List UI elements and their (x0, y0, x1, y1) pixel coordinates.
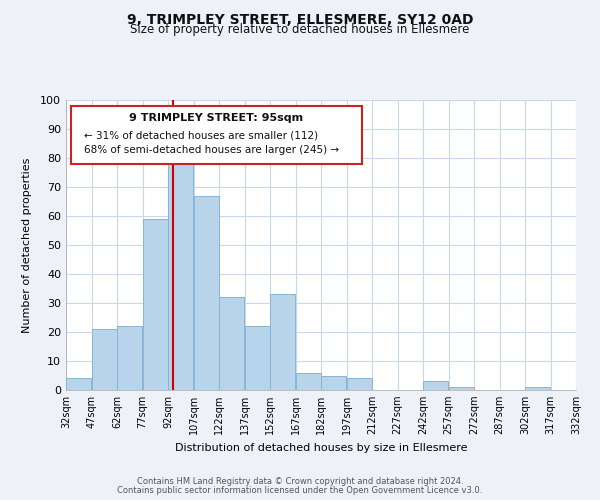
Bar (321, 376, 346, 390)
Bar (92, 329, 117, 390)
Bar (347, 378, 372, 390)
Bar (423, 382, 448, 390)
Text: Contains HM Land Registry data © Crown copyright and database right 2024.: Contains HM Land Registry data © Crown c… (137, 477, 463, 486)
Bar (270, 294, 295, 390)
Bar (449, 387, 474, 390)
Bar (245, 326, 270, 390)
Text: 9 TRIMPLEY STREET: 95sqm: 9 TRIMPLEY STREET: 95sqm (130, 113, 304, 123)
Bar (117, 326, 142, 390)
Text: ← 31% of detached houses are smaller (112): ← 31% of detached houses are smaller (11… (84, 130, 318, 140)
Bar (66, 378, 91, 390)
Bar (168, 158, 193, 390)
Bar (194, 196, 219, 390)
X-axis label: Distribution of detached houses by size in Ellesmere: Distribution of detached houses by size … (175, 442, 467, 452)
Y-axis label: Number of detached properties: Number of detached properties (22, 158, 32, 332)
Bar (525, 387, 550, 390)
Text: Contains public sector information licensed under the Open Government Licence v3: Contains public sector information licen… (118, 486, 482, 495)
Text: 9, TRIMPLEY STREET, ELLESMERE, SY12 0AD: 9, TRIMPLEY STREET, ELLESMERE, SY12 0AD (127, 12, 473, 26)
Text: 68% of semi-detached houses are larger (245) →: 68% of semi-detached houses are larger (… (84, 145, 339, 155)
Text: Size of property relative to detached houses in Ellesmere: Size of property relative to detached ho… (130, 22, 470, 36)
FancyBboxPatch shape (71, 106, 362, 164)
Bar (296, 372, 321, 390)
Bar (219, 297, 244, 390)
Bar (143, 219, 168, 390)
